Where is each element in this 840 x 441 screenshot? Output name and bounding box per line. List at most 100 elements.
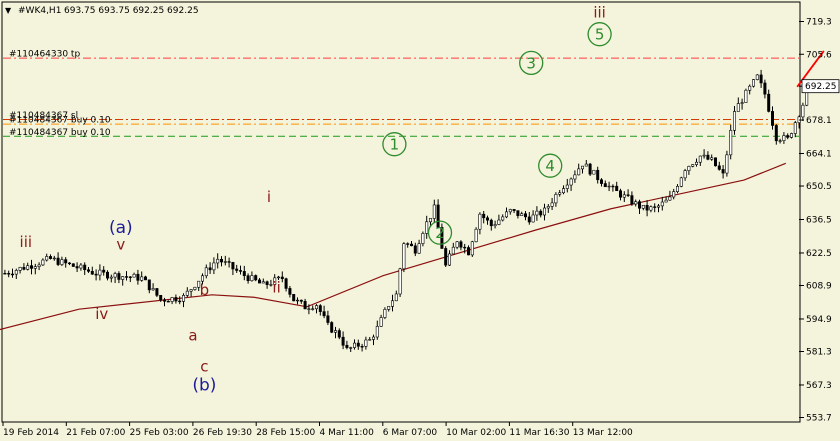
candle-body <box>653 206 657 208</box>
candle-body <box>432 204 436 219</box>
chart-symbol: #WK4,H1 <box>18 6 61 16</box>
candle-body <box>159 295 163 300</box>
candle-body <box>341 336 345 346</box>
wave-label: b <box>200 281 210 299</box>
candle-body <box>364 339 368 347</box>
candle-body <box>383 309 387 318</box>
candle-body <box>322 311 326 317</box>
candle-body <box>29 265 33 269</box>
wave-label: ii <box>272 279 280 297</box>
candle-body <box>288 288 292 295</box>
candle-body <box>466 247 470 256</box>
candle-body <box>371 336 375 340</box>
candle-body <box>622 194 626 198</box>
candle-body <box>276 276 280 279</box>
candle-body <box>41 259 45 266</box>
candle-body <box>580 165 584 170</box>
candle-body <box>216 258 220 264</box>
candle-body <box>360 346 364 348</box>
candle-body <box>770 111 774 126</box>
y-tick-label: 608.9 <box>806 282 832 292</box>
order-label: #110484367 buy 0.10 <box>9 128 111 138</box>
y-tick-label: 567.3 <box>806 381 832 391</box>
wave-label: 4 <box>545 157 555 175</box>
candle-body <box>485 217 489 221</box>
candle-body <box>508 209 512 213</box>
order-label: #110484367 buy 0.10 <box>9 116 111 126</box>
x-tick-label: 13 Mar 12:00 <box>573 428 633 438</box>
candle-body <box>596 169 600 181</box>
candle-body <box>295 299 299 302</box>
candle-body <box>284 278 288 289</box>
candle-body <box>732 111 736 131</box>
wave-label: 2 <box>435 224 445 242</box>
x-tick-label: 21 Feb 07:00 <box>66 428 125 438</box>
candle-body <box>113 273 117 278</box>
candle-body <box>516 210 520 216</box>
y-axis: 719.3 705.6 692.25 678.1 664.1 650.5 636.5 622.… <box>799 18 840 424</box>
candle-body <box>789 133 793 138</box>
wave-label: 3 <box>526 54 536 72</box>
candle-body <box>394 293 398 302</box>
candle-body <box>451 246 455 255</box>
candle-body <box>801 104 805 118</box>
candle-body <box>447 253 451 266</box>
chart-header: ▼ #WK4,H1 693.75 693.75 692.25 692.25 <box>5 6 199 16</box>
candle-body <box>125 276 129 278</box>
chart-menu-icon[interactable]: ▼ <box>5 6 12 15</box>
candle-body <box>197 280 201 288</box>
x-tick-label: 19 Feb 2014 <box>3 428 59 438</box>
candle-body <box>520 213 524 216</box>
candle-body <box>318 305 322 312</box>
candle-body <box>102 269 106 273</box>
candle-body <box>292 294 296 302</box>
candle-body <box>603 183 607 188</box>
candle-body <box>679 177 683 187</box>
candle-body <box>64 259 68 264</box>
candle-body <box>337 330 341 338</box>
candle-body <box>645 204 649 211</box>
candle-body <box>637 201 641 209</box>
y-tick-label: 719.3 <box>806 18 832 28</box>
y-tick-label: 705.6 <box>806 50 832 60</box>
candle-body <box>436 204 440 228</box>
candle-body <box>630 195 634 205</box>
candle-body <box>759 74 763 84</box>
candle-body <box>227 261 231 263</box>
candle-body <box>542 207 546 216</box>
candle-body <box>584 163 588 167</box>
wave-label: (a) <box>109 218 133 238</box>
candle-body <box>303 301 307 310</box>
x-tick-label: 28 Feb 15:00 <box>256 428 315 438</box>
wave-circle <box>587 22 612 47</box>
candle-body <box>220 258 224 263</box>
candle-body <box>664 199 668 203</box>
candle-body <box>482 213 486 219</box>
y-tick-label: 581.3 <box>806 348 832 358</box>
candle-body <box>185 290 189 296</box>
wave-circle <box>382 132 407 157</box>
candle-body <box>588 163 592 175</box>
candle-body <box>440 227 444 249</box>
candle-body <box>428 218 432 223</box>
candle-body <box>109 276 113 279</box>
candle-body <box>117 273 121 280</box>
wave-label: 1 <box>390 136 400 154</box>
candle-body <box>706 154 710 160</box>
candle-body <box>721 169 725 174</box>
candle-body <box>793 122 797 134</box>
candle-body <box>231 262 235 270</box>
candle-body <box>273 277 277 285</box>
candle-body <box>3 273 7 275</box>
x-axis: 19 Feb 2014 21 Feb 07:00 25 Feb 03:00 26 Fe… <box>2 422 633 438</box>
order-lines: #110464330 tp#110484367 sl#110484367 buy… <box>3 50 799 138</box>
candle-body <box>280 276 284 280</box>
candle-body <box>558 192 562 195</box>
current-price-label: 692.25 <box>805 82 837 92</box>
candle-body <box>242 271 246 277</box>
candle-body <box>577 168 581 176</box>
candle-body <box>128 276 132 278</box>
candle-body <box>755 74 759 80</box>
